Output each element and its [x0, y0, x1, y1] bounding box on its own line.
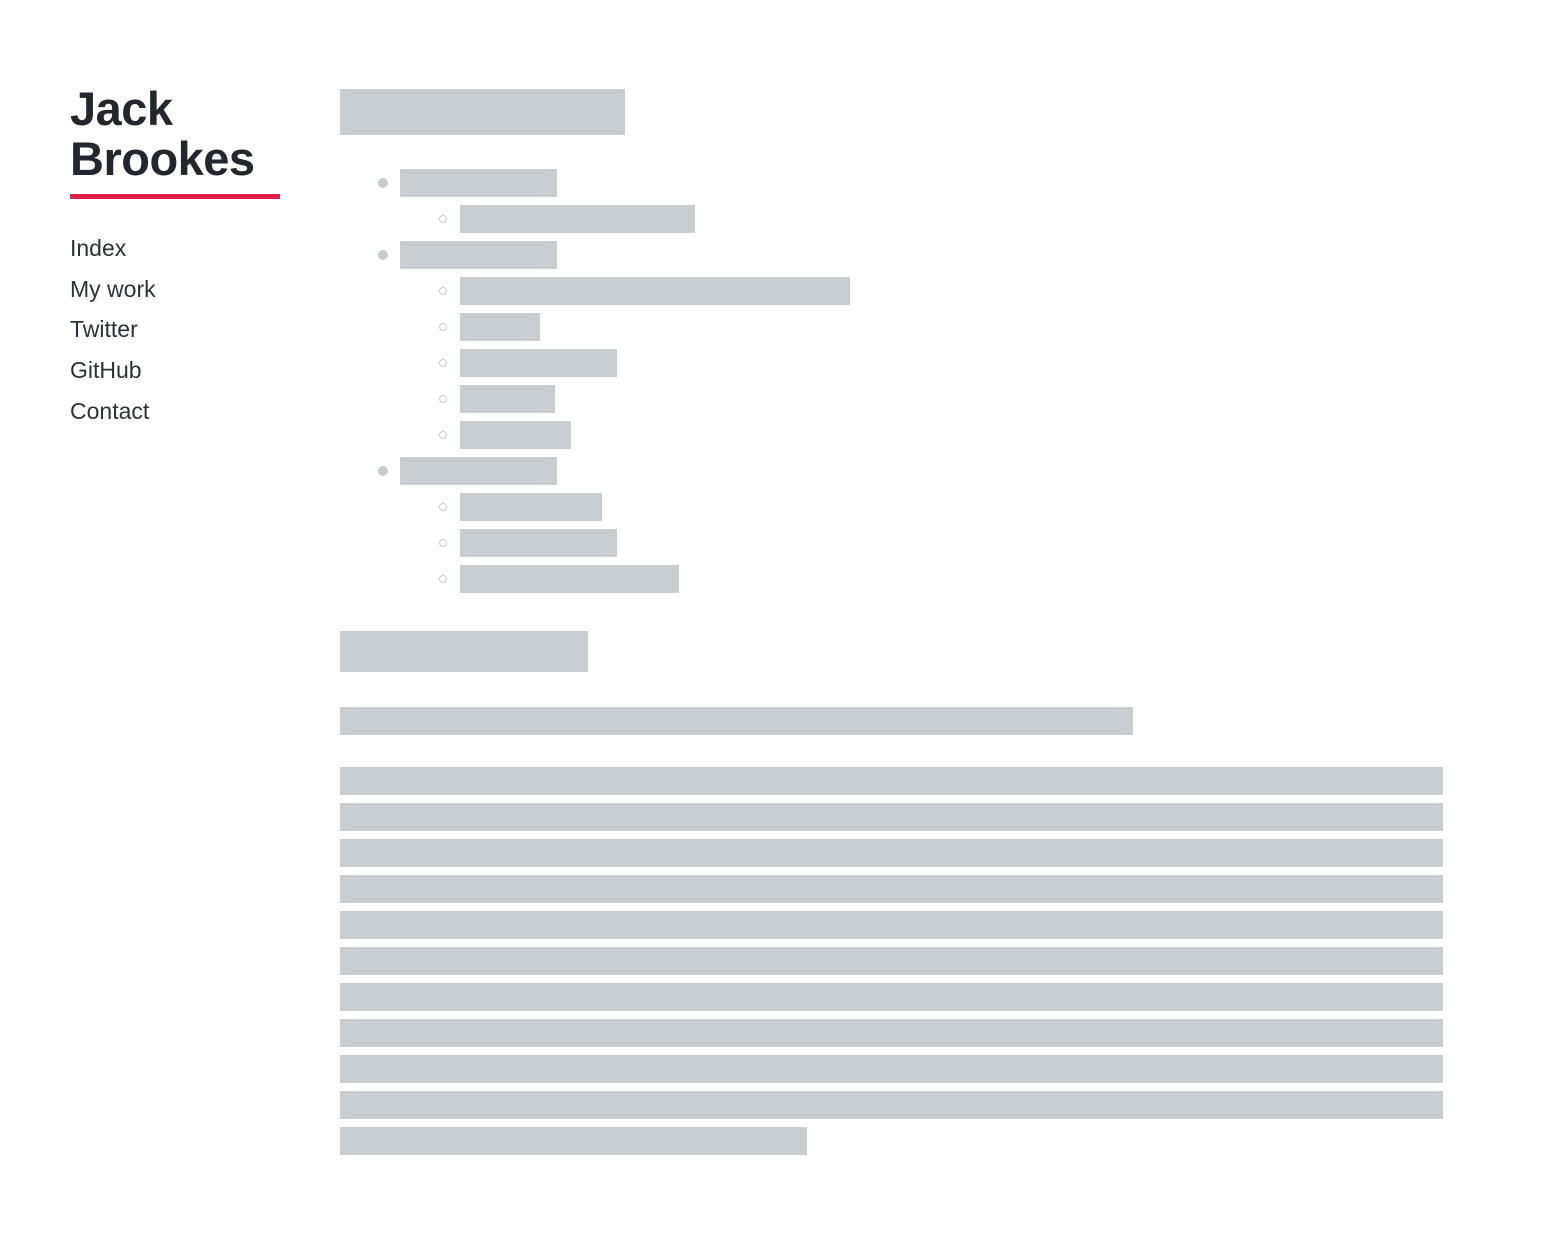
nav-item-contact[interactable]: Contact [70, 397, 150, 424]
toc-subitem-placeholder [460, 205, 695, 233]
toc-subitem-placeholder [460, 385, 555, 413]
heading-placeholder [340, 89, 625, 135]
sidebar: Jack Brookes Index My work Twitter GitHu… [70, 84, 280, 436]
toc-item-placeholder [400, 457, 557, 485]
text-line-placeholder [340, 1055, 1443, 1083]
main-nav: Index My work Twitter GitHub Contact [70, 233, 280, 436]
bullet-circle-icon [439, 359, 447, 367]
bullet-dot-icon [378, 250, 388, 260]
bullet-circle-icon [439, 215, 447, 223]
nav-item-index[interactable]: Index [70, 235, 127, 261]
bullet-circle-icon [439, 431, 447, 439]
bullet-circle-icon [439, 287, 447, 295]
nav-item-github[interactable]: GitHub [70, 357, 142, 384]
toc-item-placeholder [400, 169, 557, 197]
toc-item-placeholder [400, 241, 557, 269]
text-line-placeholder [340, 911, 1443, 939]
toc-subitem-placeholder [460, 313, 540, 341]
bullet-circle-icon [439, 575, 447, 583]
site-title[interactable]: Jack Brookes [70, 82, 255, 185]
section-heading-placeholder [340, 631, 588, 672]
bullet-circle-icon [439, 323, 447, 331]
toc-subitem-placeholder [460, 277, 850, 305]
subtitle-placeholder [340, 707, 1133, 735]
text-line-placeholder [340, 947, 1443, 975]
toc-subitem-placeholder [460, 493, 602, 521]
nav-item-twitter[interactable]: Twitter [70, 316, 138, 343]
title-underline [70, 194, 280, 199]
text-line-placeholder [340, 1091, 1443, 1119]
bullet-circle-icon [439, 395, 447, 403]
toc-subitem-placeholder [460, 529, 617, 557]
bullet-circle-icon [439, 539, 447, 547]
text-line-placeholder [340, 839, 1443, 867]
text-line-placeholder [340, 875, 1443, 903]
text-line-placeholder [340, 1127, 807, 1155]
bullet-dot-icon [378, 466, 388, 476]
toc-subitem-placeholder [460, 349, 617, 377]
toc-subitem-placeholder [460, 565, 679, 593]
text-line-placeholder [340, 983, 1443, 1011]
nav-item-my-work[interactable]: My work [70, 275, 156, 302]
text-line-placeholder [340, 1019, 1443, 1047]
toc-subitem-placeholder [460, 421, 571, 449]
bullet-dot-icon [378, 178, 388, 188]
bullet-circle-icon [439, 503, 447, 511]
text-line-placeholder [340, 767, 1443, 795]
text-line-placeholder [340, 803, 1443, 831]
